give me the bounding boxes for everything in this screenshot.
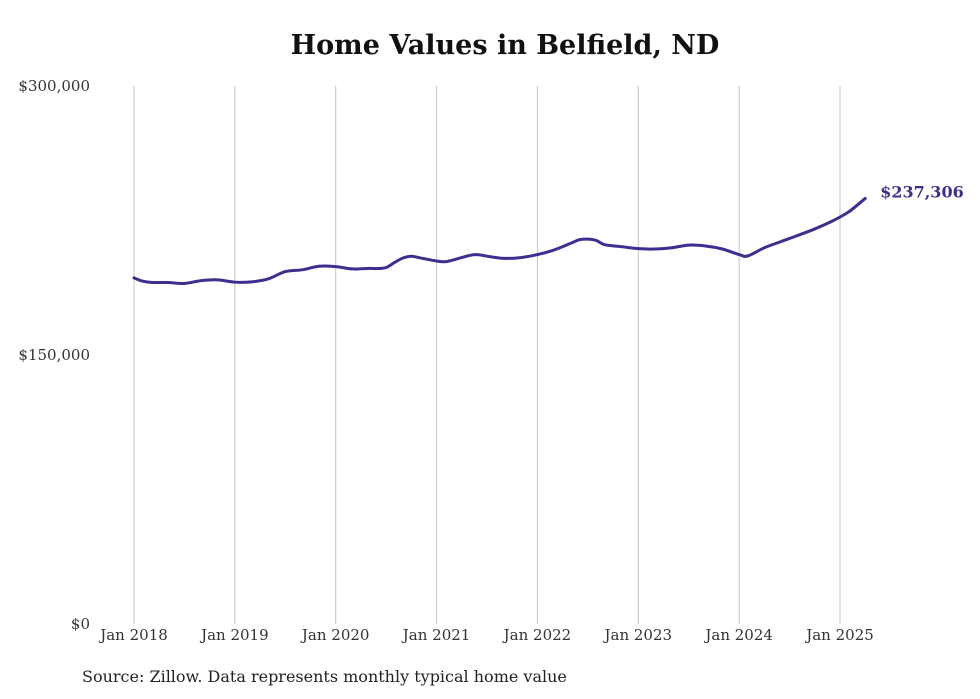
y-axis-tick-labels: $300,000 $150,000 $0 (18, 77, 90, 633)
source-note: Source: Zillow. Data represents monthly … (82, 667, 567, 686)
x-tick-label: Jan 2023 (603, 626, 673, 644)
x-tick-label: Jan 2024 (703, 626, 773, 644)
x-gridlines (133, 86, 841, 624)
home-value-line (132, 196, 867, 286)
y-tick-label: $0 (71, 615, 90, 633)
x-tick-label: Jan 2022 (502, 626, 572, 644)
x-tick-label: Jan 2018 (98, 626, 168, 644)
x-tick-label: Jan 2020 (300, 626, 370, 644)
chart-title: Home Values in Belfield, ND (290, 30, 720, 61)
y-tick-label: $150,000 (18, 346, 90, 364)
x-tick-label: Jan 2025 (804, 626, 874, 644)
y-tick-label: $300,000 (18, 77, 90, 95)
x-tick-label: Jan 2019 (199, 626, 269, 644)
x-tick-label: Jan 2021 (401, 626, 471, 644)
latest-value-label: $237,306 (880, 182, 964, 201)
x-axis-tick-labels: Jan 2018 Jan 2019 Jan 2020 Jan 2021 Jan 2022… (98, 626, 874, 644)
